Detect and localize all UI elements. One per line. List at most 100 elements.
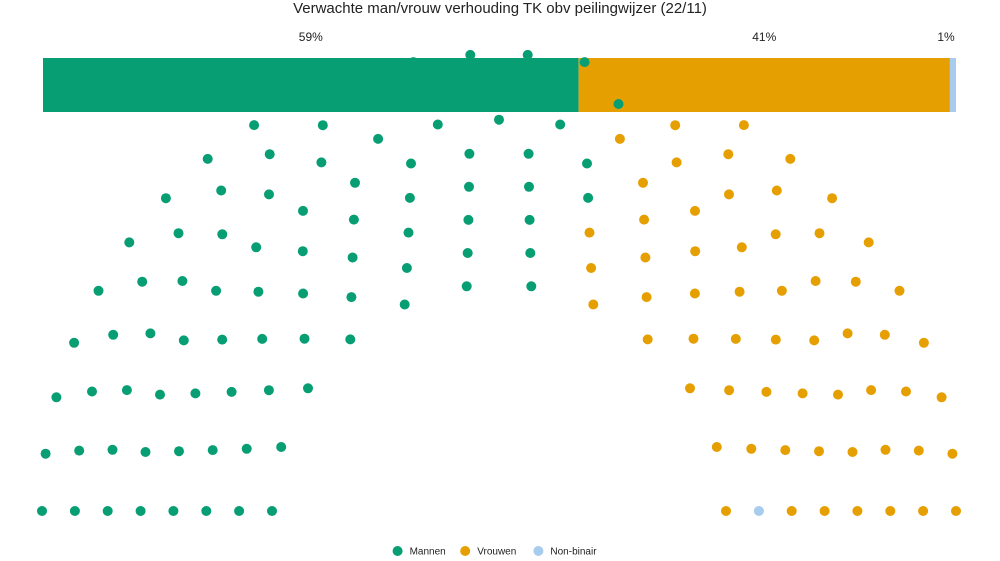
seat-mannen — [264, 149, 275, 160]
seat-vrouwen — [614, 133, 625, 144]
legend: Mannen Vrouwen Non-binair — [392, 546, 597, 558]
seat-mannen — [461, 281, 472, 292]
seat-mannen — [263, 385, 274, 396]
seat-mannen — [494, 114, 504, 125]
seat-mannen — [555, 119, 566, 130]
seat-vrouwen — [685, 383, 695, 394]
seat-mannen — [298, 288, 309, 299]
seat-mannen — [524, 214, 535, 225]
seat-mannen — [347, 252, 358, 263]
legend-item-vrouwen: Vrouwen — [460, 546, 516, 558]
seat-vrouwen — [734, 286, 745, 297]
seat-mannen — [316, 157, 327, 168]
seat-mannen — [202, 153, 213, 164]
seat-mannen — [216, 185, 227, 196]
seat-mannen — [145, 328, 156, 339]
seat-vrouwen — [690, 205, 700, 216]
seat-mannen — [40, 448, 51, 459]
seat-mannen — [299, 333, 310, 344]
seat-vrouwen — [885, 506, 896, 516]
seat-mannen — [526, 281, 537, 292]
seat-mannen — [217, 334, 228, 345]
seat-vrouwen — [689, 288, 700, 299]
seat-vrouwen — [642, 334, 653, 345]
seat-mannen — [345, 334, 356, 345]
seat-vrouwen — [901, 386, 911, 397]
seat-vrouwen — [863, 237, 874, 248]
legend-marker-mannen — [392, 546, 403, 556]
seat-vrouwen — [638, 177, 648, 188]
seat-mannen — [299, 92, 310, 103]
seat-mannen — [404, 192, 415, 203]
seat-mannen — [317, 120, 328, 131]
seat-mannen — [298, 205, 308, 216]
seat-mannen — [137, 276, 148, 287]
seat-vrouwen — [947, 448, 958, 459]
seat-mannen — [190, 388, 201, 399]
seat-mannen — [464, 181, 474, 192]
seat-vrouwen — [918, 506, 929, 516]
seat-vrouwen — [880, 444, 891, 455]
seat-mannen — [374, 99, 385, 109]
seat-vrouwen — [746, 443, 757, 454]
seat-mannen — [108, 329, 119, 340]
seat-mannen — [352, 71, 363, 82]
seat-vrouwen — [635, 71, 646, 82]
seat-mannen — [177, 276, 188, 286]
seat-mannen — [69, 506, 80, 516]
seat-mannen — [554, 86, 565, 97]
seat-mannen — [135, 506, 146, 516]
legend-label-non-binair: Non-binair — [550, 547, 597, 558]
seat-vrouwen — [724, 189, 734, 200]
seat-vrouwen — [671, 157, 682, 168]
seat-non-binair — [753, 506, 764, 516]
seat-mannen — [121, 385, 132, 396]
seat-vrouwen — [810, 276, 821, 286]
seat-mannen — [257, 333, 268, 344]
seat-mannen — [37, 506, 47, 516]
seat-mannen — [217, 229, 228, 240]
seat-vrouwen — [770, 229, 781, 240]
seat-mannen — [432, 119, 443, 130]
seat-vrouwen — [866, 385, 877, 396]
seat-mannen — [522, 49, 533, 60]
seat-vrouwen — [951, 506, 961, 516]
seat-mannen — [226, 386, 237, 397]
seat-vrouwen — [797, 388, 808, 399]
seat-mannen — [524, 181, 534, 192]
seat-mannen — [462, 248, 473, 258]
seat-vrouwen — [670, 120, 681, 131]
seat-vrouwen — [814, 228, 825, 239]
legend-marker-vrouwen — [460, 546, 471, 556]
seat-mannen — [124, 237, 135, 248]
seat-mannen — [463, 214, 474, 225]
seat-vrouwen — [879, 329, 890, 340]
seat-vrouwen — [770, 334, 781, 345]
seat-mannen — [249, 120, 260, 131]
legend-item-mannen: Mannen — [392, 546, 446, 558]
seat-vrouwen — [786, 506, 797, 516]
seat-mannen — [241, 443, 252, 454]
seat-mannen — [253, 286, 264, 297]
seat-mannen — [69, 337, 80, 348]
seat-mannen — [234, 506, 245, 516]
seat-vrouwen — [780, 445, 791, 456]
seat-mannen — [523, 148, 534, 159]
bar-segment-vrouwen — [578, 58, 950, 112]
seat-vrouwen — [584, 227, 595, 238]
seat-vrouwen — [711, 442, 722, 452]
seat-mannen — [525, 248, 536, 258]
legend-item-non-binair: Non-binair — [533, 546, 597, 558]
seat-mannen — [403, 227, 414, 238]
legend-label-mannen: Mannen — [410, 547, 446, 558]
seat-mannen — [433, 86, 444, 97]
seat-vrouwen — [588, 299, 599, 310]
seat-mannen — [107, 444, 118, 455]
seat-mannen — [74, 445, 85, 456]
seat-mannen — [93, 285, 104, 296]
seat-mannen — [276, 442, 287, 452]
seat-mannen — [207, 445, 218, 456]
seat-mannen — [494, 81, 504, 92]
seat-mannen — [401, 263, 412, 273]
